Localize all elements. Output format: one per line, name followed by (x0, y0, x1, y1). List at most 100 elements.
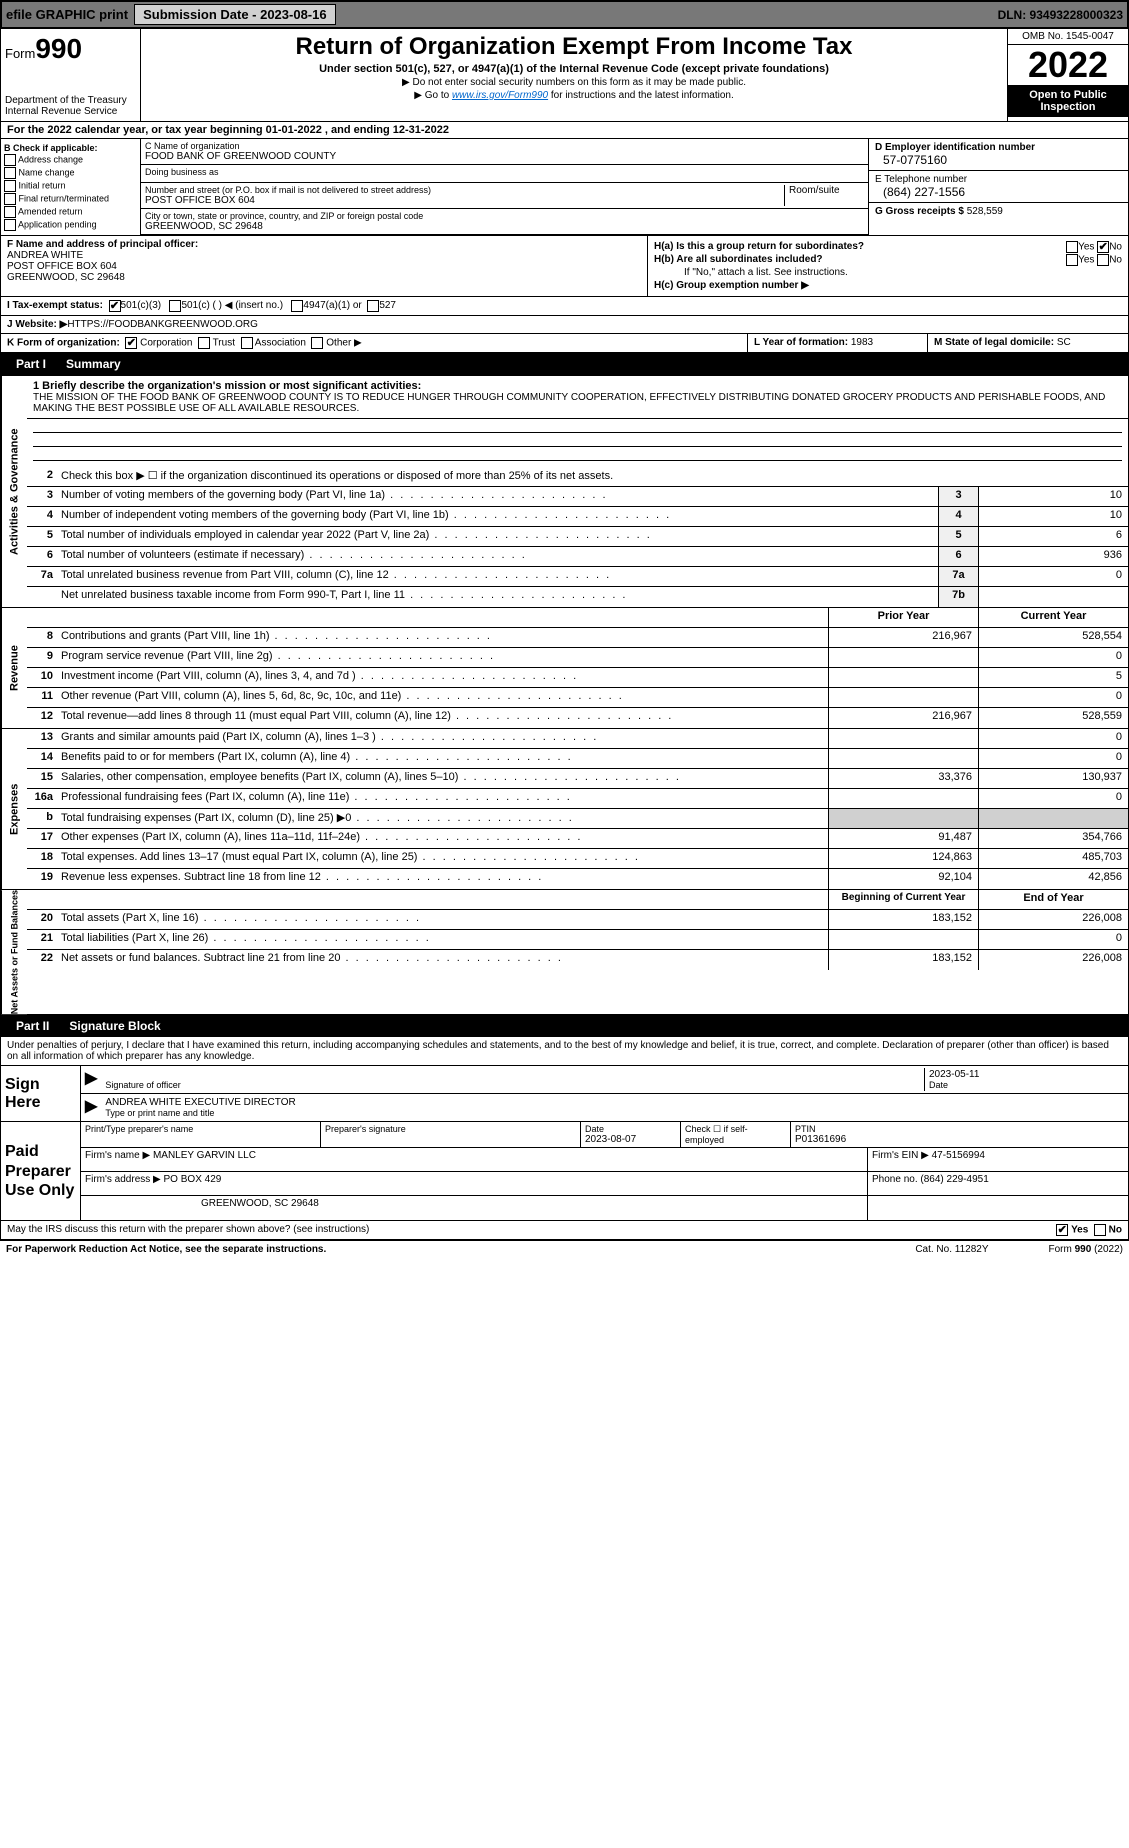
mission-block: 1 Briefly describe the organization's mi… (27, 376, 1128, 419)
subtitle: Under section 501(c), 527, or 4947(a)(1)… (149, 63, 999, 75)
dln: DLN: 93493228000323 (998, 8, 1123, 22)
cb-final[interactable] (4, 193, 16, 205)
org-name: FOOD BANK OF GREENWOOD COUNTY (145, 151, 864, 162)
part1-header: Part I Summary (0, 353, 1129, 375)
discuss-no-cb[interactable] (1094, 1224, 1106, 1236)
prep-h1: Print/Type preparer's name (85, 1124, 316, 1134)
line-num: 7a (27, 567, 57, 586)
summary-row: 13Grants and similar amounts paid (Part … (27, 729, 1128, 749)
firm-addr2: GREENWOOD, SC 29648 (81, 1196, 868, 1220)
firm-lbl: Firm's name ▶ (85, 1150, 150, 1161)
phone: (864) 229-4951 (920, 1174, 988, 1185)
summary-row: 7aTotal unrelated business revenue from … (27, 567, 1128, 587)
k-trust: Trust (213, 338, 235, 349)
block-f-left: F Name and address of principal officer:… (1, 236, 648, 296)
summary-row: 9Program service revenue (Part VIII, lin… (27, 648, 1128, 668)
cb-501c[interactable] (169, 300, 181, 312)
prep-h2: Preparer's signature (325, 1124, 576, 1134)
submission-btn[interactable]: Submission Date - 2023-08-16 (134, 4, 336, 25)
sig-declaration: Under penalties of perjury, I declare th… (0, 1037, 1129, 1066)
hb-yes-cb[interactable] (1066, 254, 1078, 266)
line-box: 7a (938, 567, 978, 586)
ein-lbl: D Employer identification number (875, 142, 1122, 153)
cb-address[interactable] (4, 154, 16, 166)
cb-lbl: Initial return (19, 180, 66, 190)
summary-row: 22Net assets or fund balances. Subtract … (27, 950, 1128, 970)
ha-no-cb[interactable] (1097, 241, 1109, 253)
cb-lbl: Name change (19, 167, 75, 177)
curr-val: 0 (978, 749, 1128, 768)
curr-val: 0 (978, 688, 1128, 707)
curr-val: 130,937 (978, 769, 1128, 788)
irs: Internal Revenue Service (5, 106, 136, 117)
topbar: efile GRAPHIC print Submission Date - 20… (0, 0, 1129, 29)
city-lbl: City or town, state or province, country… (145, 211, 864, 221)
cb-4947[interactable] (291, 300, 303, 312)
curr-val: 528,559 (978, 708, 1128, 728)
no: No (1109, 1225, 1122, 1236)
hb-no-cb[interactable] (1097, 254, 1109, 266)
prep-h5: PTIN (795, 1124, 1124, 1134)
firm-addr1: PO BOX 429 (164, 1174, 222, 1185)
cb-name[interactable] (4, 167, 16, 179)
cb-corp[interactable] (125, 337, 137, 349)
summary-row: 15Salaries, other compensation, employee… (27, 769, 1128, 789)
gross: 528,559 (967, 206, 1003, 217)
phone-lbl: Phone no. (872, 1174, 918, 1185)
cb-trust[interactable] (198, 337, 210, 349)
irs-link[interactable]: www.irs.gov/Form990 (452, 90, 548, 101)
4947: 4947(a)(1) or (303, 300, 361, 312)
line-num: 21 (27, 930, 57, 949)
ha-yes-cb[interactable] (1066, 241, 1078, 253)
k-corp: Corporation (140, 338, 192, 349)
cb-501c3[interactable] (109, 300, 121, 312)
prior-val: 33,376 (828, 769, 978, 788)
cb-pending[interactable] (4, 219, 16, 231)
summary-row: 5Total number of individuals employed in… (27, 527, 1128, 547)
curr-val: 5 (978, 668, 1128, 687)
prior-val: 183,152 (828, 950, 978, 970)
prior-val (828, 789, 978, 808)
cb-initial[interactable] (4, 180, 16, 192)
curr-val: 226,008 (978, 950, 1128, 970)
note2: ▶ Go to www.irs.gov/Form990 for instruct… (414, 90, 734, 101)
cb-527[interactable] (367, 300, 379, 312)
prep-date: 2023-08-07 (585, 1134, 676, 1145)
prior-val: 216,967 (828, 708, 978, 728)
line-num: 3 (27, 487, 57, 506)
tax-year: 2022 (1008, 45, 1128, 85)
sig-name: ANDREA WHITE EXECUTIVE DIRECTOR (105, 1097, 295, 1108)
line-text: Other expenses (Part IX, column (A), lin… (57, 829, 828, 848)
line-val: 936 (978, 547, 1128, 566)
line-text: Contributions and grants (Part VIII, lin… (57, 628, 828, 647)
block-h: H(a) Is this a group return for subordin… (648, 236, 1128, 296)
cb-assoc[interactable] (241, 337, 253, 349)
cb-other[interactable] (311, 337, 323, 349)
sign-here: Sign Here (1, 1066, 81, 1121)
line-num: 2 (27, 467, 57, 486)
m-lbl: M State of legal domicile: (934, 337, 1054, 348)
prep-ptin: P01361696 (795, 1134, 1124, 1145)
firm-name: MANLEY GARVIN LLC (153, 1150, 256, 1161)
arrow-icon: ▶ (85, 1096, 97, 1119)
summary-row: 8Contributions and grants (Part VIII, li… (27, 628, 1128, 648)
note1: ▶ Do not enter social security numbers o… (149, 77, 999, 88)
begin-year-hdr: Beginning of Current Year (828, 890, 978, 909)
line-text: Professional fundraising fees (Part IX, … (57, 789, 828, 808)
cb-amended[interactable] (4, 206, 16, 218)
line-text: Net unrelated business taxable income fr… (57, 587, 938, 607)
line-num: 13 (27, 729, 57, 748)
line-text: Salaries, other compensation, employee b… (57, 769, 828, 788)
mission-line (33, 433, 1122, 447)
line-num: 16a (27, 789, 57, 808)
block-b-title: B Check if applicable: (4, 143, 137, 153)
efile-label: efile GRAPHIC print (6, 7, 128, 22)
summary-grid: Activities & Governance 1 Briefly descri… (0, 375, 1129, 1015)
line-box: 3 (938, 487, 978, 506)
side-governance: Activities & Governance (1, 376, 27, 607)
line-text: Total liabilities (Part X, line 26) (57, 930, 828, 949)
line-val: 10 (978, 507, 1128, 526)
cb-lbl: Final return/terminated (19, 193, 110, 203)
block-c: C Name of organizationFOOD BANK OF GREEN… (141, 139, 868, 235)
discuss-yes-cb[interactable] (1056, 1224, 1068, 1236)
